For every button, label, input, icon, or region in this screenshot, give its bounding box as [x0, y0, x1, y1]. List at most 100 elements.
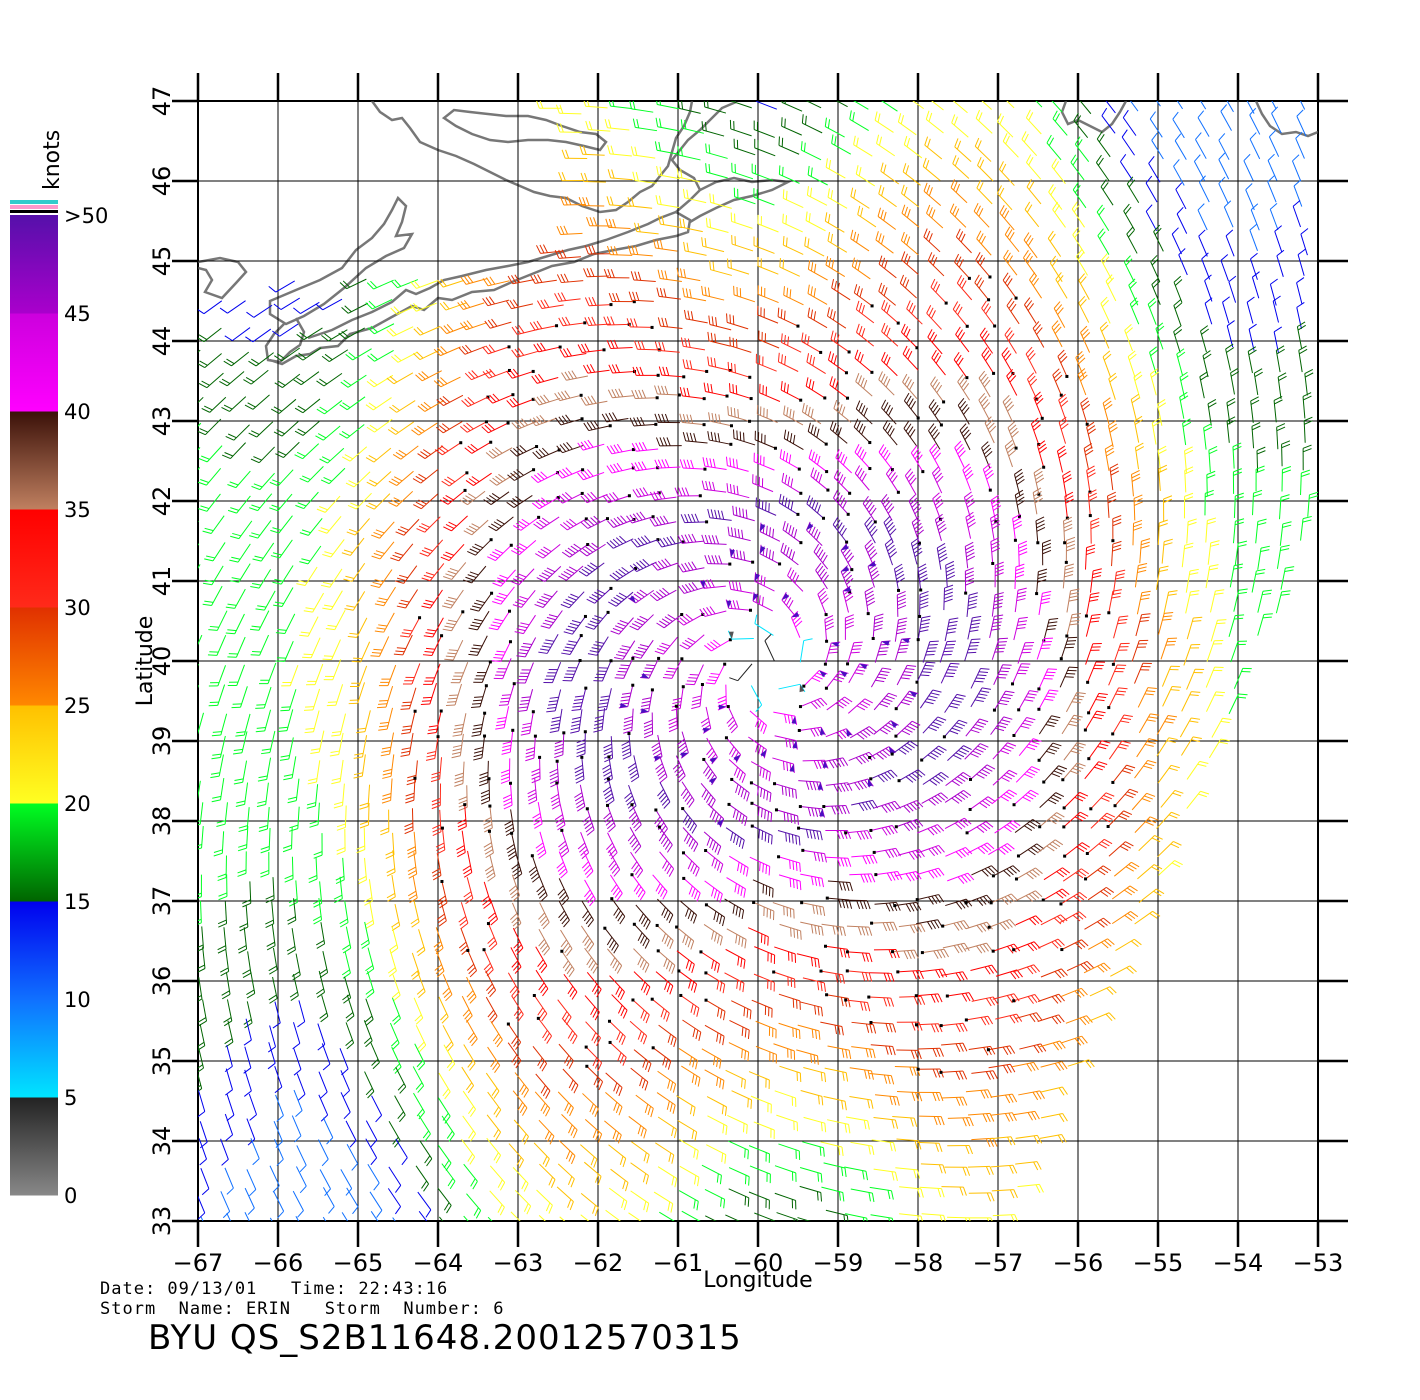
wind-barb [507, 274, 535, 285]
wind-barb [1277, 372, 1287, 399]
wind-barb [412, 469, 439, 484]
wind-barb [825, 158, 846, 179]
wind-barb [996, 113, 1014, 138]
lat-tick-label: 33 [148, 1206, 176, 1237]
wind-barb [1109, 463, 1120, 491]
wind-barb [628, 291, 654, 302]
wind-barb [583, 267, 609, 278]
wind-barb [900, 231, 919, 256]
lat-tick-label: 45 [148, 246, 176, 277]
wind-barb [649, 515, 677, 527]
wind-barb [201, 396, 227, 413]
wind-barb [341, 537, 365, 556]
wind-barb [1107, 491, 1117, 518]
legend-band [10, 901, 58, 1000]
legend-label: 25 [64, 694, 91, 718]
legend-label: 45 [64, 302, 91, 326]
wind-barb [729, 336, 752, 353]
wind-barb [707, 431, 733, 446]
wind-barb [931, 466, 944, 494]
wind-barb [855, 300, 875, 324]
wind-barb [577, 469, 605, 481]
wind-barb [1172, 111, 1185, 139]
wind-barb [461, 395, 490, 408]
wind-barb [1179, 371, 1189, 399]
wind-barb [901, 204, 920, 228]
wind-barb [1024, 297, 1037, 324]
wind-barb [389, 400, 416, 413]
wind-barb [897, 113, 917, 136]
lat-tick-label: 38 [148, 806, 176, 837]
wind-barb [198, 732, 199, 734]
wind-barb [1051, 101, 1063, 113]
wind-barb [606, 339, 633, 349]
wind-barb [316, 372, 343, 387]
wind-barb [952, 155, 970, 179]
wind-barb [782, 189, 804, 208]
wind-barb [931, 101, 944, 111]
wind-barb [902, 163, 921, 186]
wind-barb [901, 251, 919, 275]
wind-barb [1204, 297, 1213, 325]
wind-barb [530, 274, 557, 284]
gulf-coast-north [370, 101, 694, 214]
wind-barb [436, 394, 464, 407]
lat-tick-label: 46 [148, 166, 176, 197]
wind-barb [752, 474, 774, 493]
wind-barb [680, 337, 706, 351]
wind-barb [390, 305, 418, 315]
lon-tick-label: −59 [813, 1249, 864, 1277]
wind-barb [922, 157, 941, 181]
wind-barb [928, 399, 943, 427]
wind-barb [173, 377, 197, 392]
wind-barb [963, 491, 975, 519]
wind-barb [1080, 325, 1091, 353]
wind-barb [1130, 470, 1141, 497]
wind-barb [655, 195, 680, 209]
wind-barb [513, 515, 541, 531]
wind-barb [758, 330, 780, 349]
wind-barb [975, 252, 992, 279]
wind-barb [409, 302, 437, 312]
wind-barb [853, 418, 872, 445]
legend-color-bar [10, 215, 58, 1196]
wind-barb [925, 110, 944, 134]
wind-barb [1035, 101, 1043, 108]
wind-barb [295, 347, 322, 361]
wind-barb [1233, 492, 1244, 519]
wind-barb [973, 202, 990, 228]
wind-barb [561, 149, 588, 160]
wind-barb [577, 343, 606, 353]
wind-barb [315, 298, 343, 311]
wind-barb [1155, 322, 1165, 350]
wind-barb [1193, 154, 1206, 182]
wind-barb [1173, 275, 1183, 303]
wind-barb [244, 394, 270, 410]
wind-barb [198, 663, 199, 667]
wind-barb [682, 188, 707, 204]
wind-barb [1267, 175, 1277, 203]
wind-barb [805, 101, 822, 109]
wind-barb [806, 186, 828, 206]
wind-barb [1072, 182, 1087, 209]
wind-barb [1047, 230, 1062, 257]
wind-barb [441, 471, 469, 487]
wind-barb [730, 212, 753, 229]
wind-barb [1033, 467, 1045, 496]
wind-barb [204, 542, 226, 562]
wind-barb [1074, 136, 1090, 163]
wind-barb [1226, 320, 1235, 348]
wind-barb [607, 145, 632, 157]
lon-tick-label: −57 [973, 1249, 1024, 1277]
wind-barb [757, 257, 779, 275]
wind-barb [1024, 201, 1040, 228]
wind-barb [903, 392, 920, 420]
wind-barb [878, 371, 895, 396]
wind-barb [248, 352, 274, 367]
wind-barb [1025, 154, 1042, 180]
wind-barb [250, 446, 275, 464]
wind-barb [347, 492, 372, 510]
wind-barb [1222, 296, 1230, 324]
wind-barb [833, 489, 850, 516]
wind-barb [855, 373, 873, 397]
